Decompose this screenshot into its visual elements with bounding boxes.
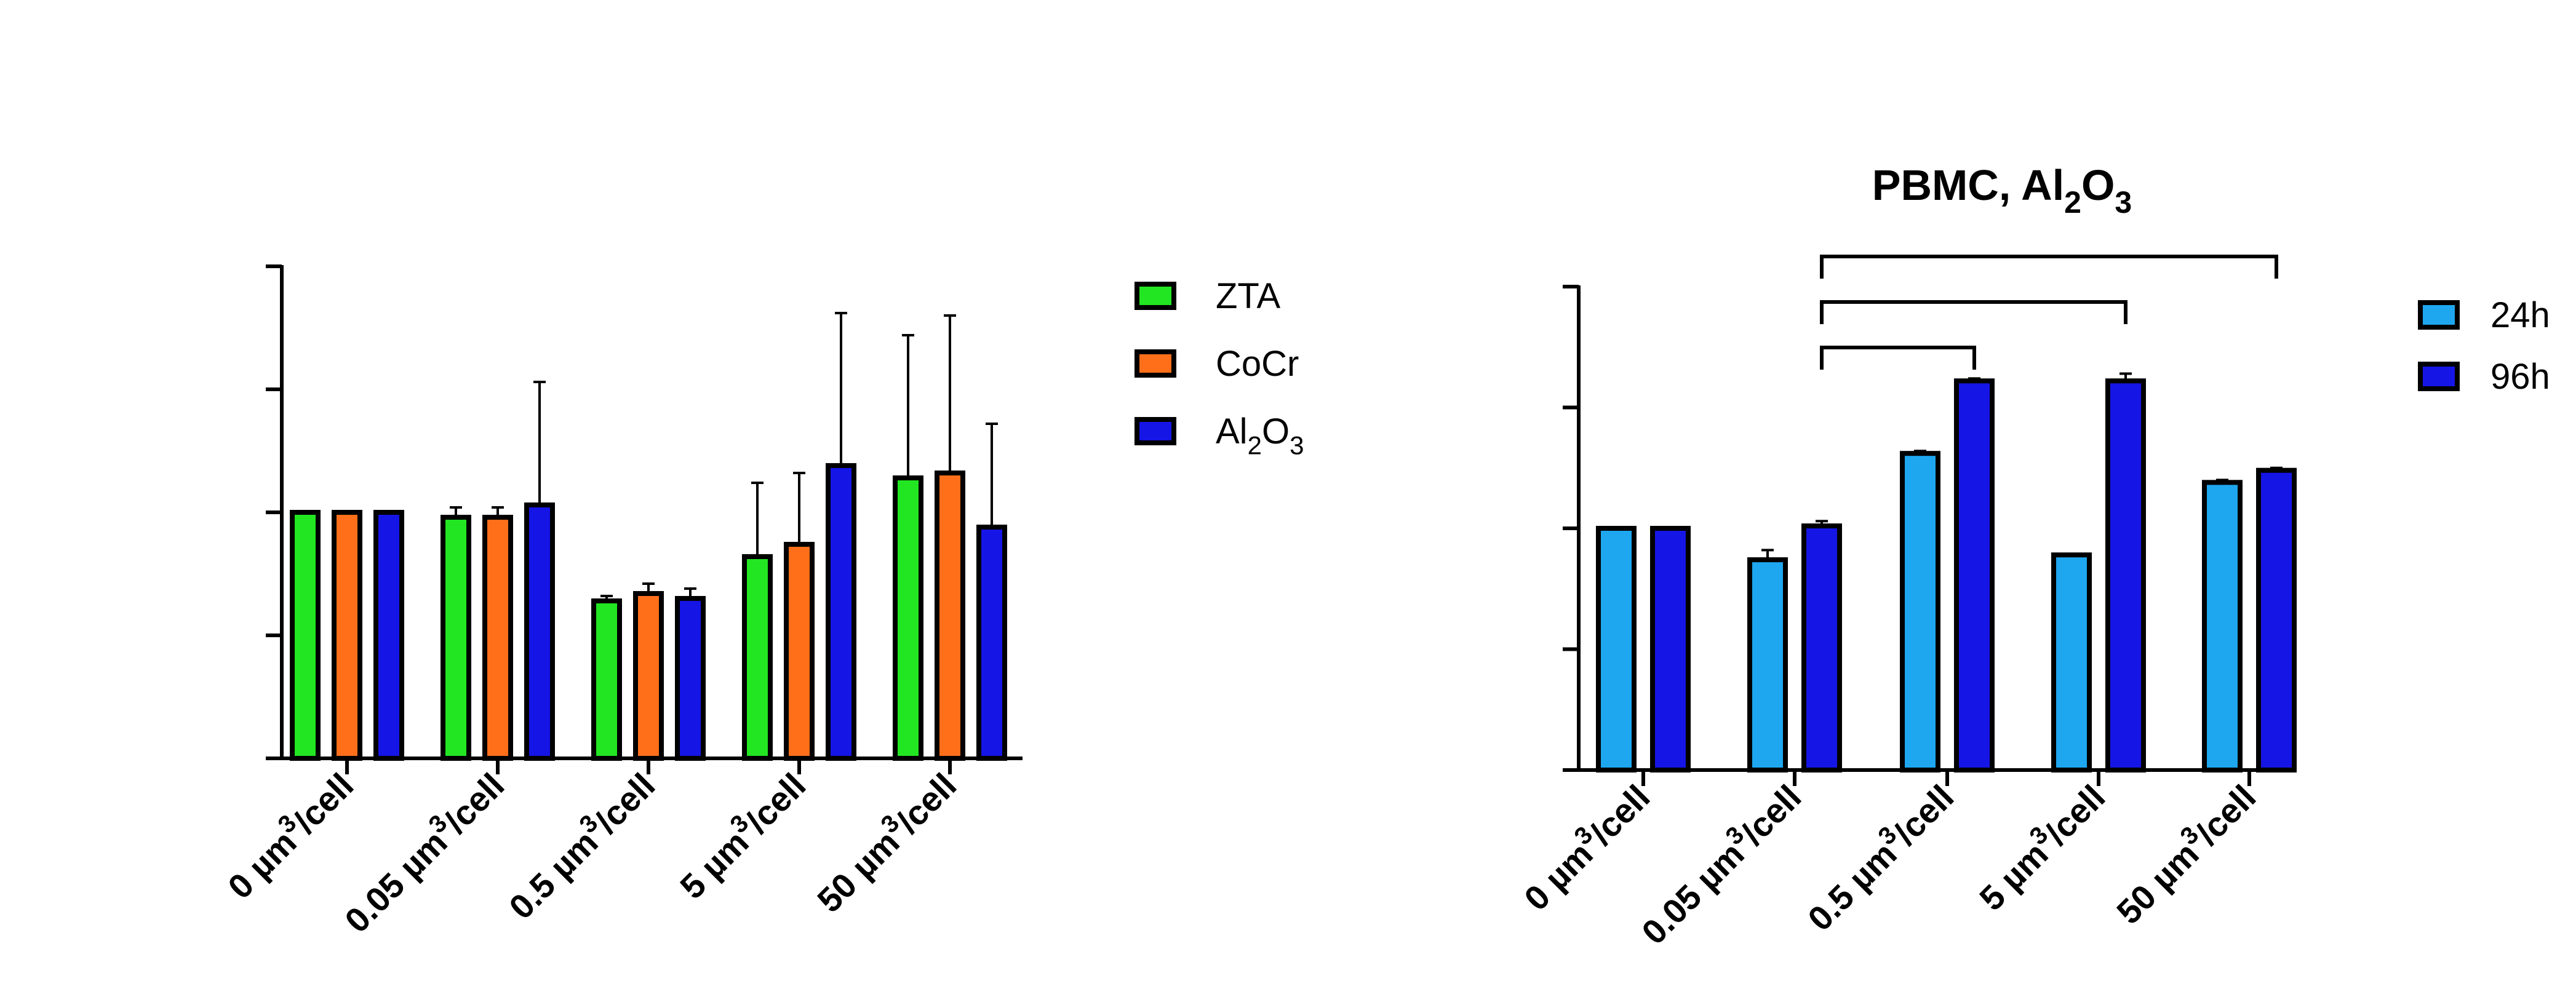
significance-bracket (1820, 346, 1976, 370)
category-label-main: 0.5 µm (501, 823, 605, 927)
category-label-main: 50 µm (2109, 835, 2206, 932)
legend-label-part: 24h (2490, 295, 2550, 335)
bar (1801, 523, 1842, 773)
bar (675, 596, 706, 761)
legend-swatch (2418, 300, 2460, 330)
panel-b-title-part: O (2081, 161, 2115, 209)
category-label: 0 µm3/cell (217, 762, 361, 906)
legend-swatch (1134, 349, 1176, 378)
bar (893, 475, 923, 761)
bar (1900, 451, 1940, 773)
bar (2256, 467, 2297, 773)
bar (826, 463, 856, 761)
bar (1747, 557, 1788, 773)
category-label: 50 µm3/cell (806, 762, 963, 919)
category-label: 0.05 µm3/cell (333, 762, 511, 940)
panel-b-title-part: PBMC, Al (1872, 161, 2064, 209)
category-label: 50 µm3/cell (2105, 774, 2263, 931)
category-label-main: 50 µm (810, 823, 907, 920)
panel-b-title-part: 2 (2064, 185, 2081, 220)
panel-b-title-part: 3 (2115, 185, 2132, 220)
significance-bracket (1820, 300, 2127, 324)
bar (441, 515, 471, 761)
category-label: 0 µm3/cell (1513, 774, 1657, 918)
legend-label: 96h (2490, 357, 2550, 397)
bar (524, 502, 555, 761)
bar (742, 554, 773, 761)
bar (784, 542, 815, 761)
significance-bracket (1820, 255, 2278, 279)
bar (2051, 552, 2092, 773)
category-label-main: 0.05 µm (1634, 835, 1752, 952)
legend-swatch (1134, 282, 1176, 310)
bar (373, 510, 404, 761)
category-label-main: 0.05 µm (337, 823, 455, 940)
panel-b-title: PBMC, Al2O3 (1872, 161, 2132, 220)
legend-label-part: CoCr (1216, 344, 1299, 384)
bar (482, 515, 513, 761)
category-label-main: 0.5 µm (1800, 835, 1904, 939)
bar (1596, 526, 1637, 773)
category-label: 5 µm3/cell (669, 762, 813, 906)
category-label: 0.5 µm3/cell (498, 762, 662, 926)
bar (633, 591, 664, 761)
legend-label-part: ZTA (1216, 276, 1281, 316)
legend-label-part: O (1262, 411, 1290, 451)
legend-label: CoCr (1216, 344, 1299, 384)
bar (1954, 378, 1995, 773)
bar (935, 471, 965, 761)
legend-label-part: Al (1216, 411, 1248, 451)
category-label: 0.5 µm3/cell (1796, 774, 1961, 938)
legend-label-part: 2 (1248, 431, 1262, 459)
bar (976, 525, 1007, 761)
category-label: 0.05 µm3/cell (1630, 774, 1808, 951)
legend-label-part: 96h (2490, 357, 2550, 397)
legend-label: Al2O3 (1216, 411, 1304, 459)
bar (1650, 526, 1691, 773)
bar (290, 510, 321, 761)
bar (591, 598, 622, 761)
bar (2202, 480, 2243, 773)
legend-label: 24h (2490, 295, 2550, 335)
category-label: 5 µm3/cell (1968, 774, 2112, 918)
legend-label-part: 3 (1290, 431, 1304, 459)
legend-label: ZTA (1216, 276, 1281, 316)
legend-swatch (2418, 362, 2460, 391)
bar (2105, 378, 2146, 773)
legend-swatch (1134, 417, 1176, 445)
bar (332, 510, 362, 761)
